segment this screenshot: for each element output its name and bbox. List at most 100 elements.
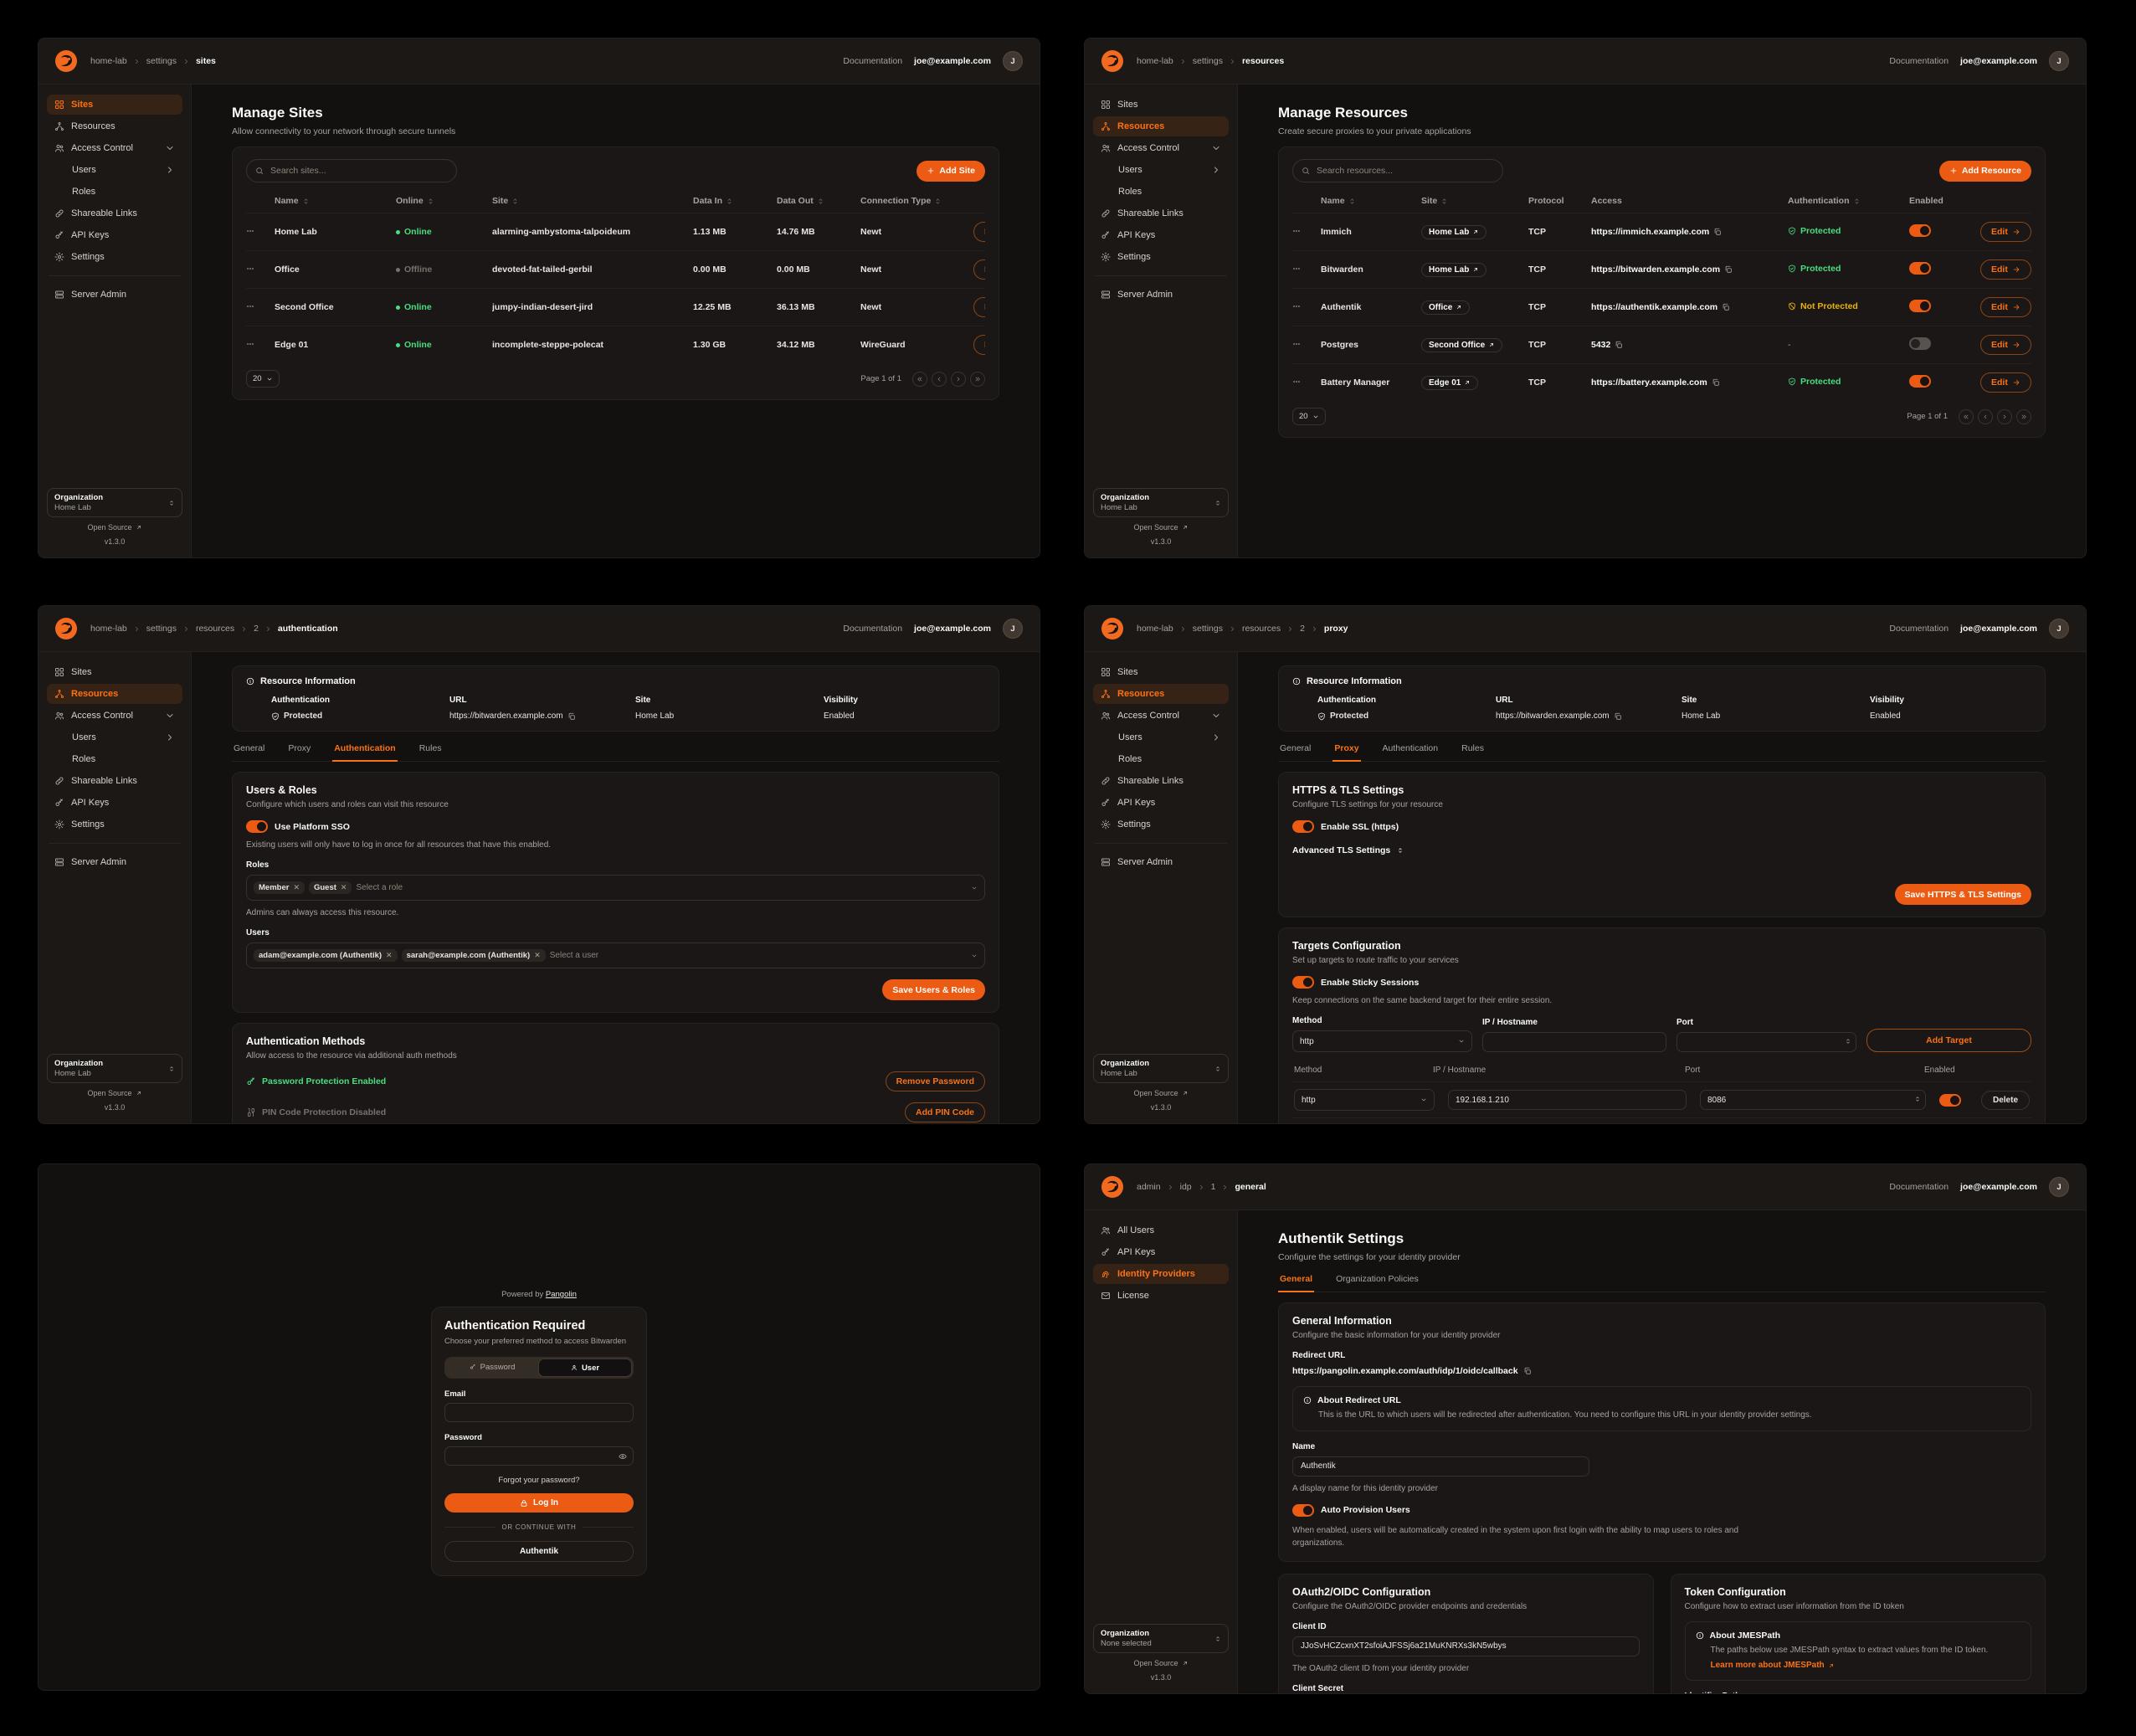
edit-button[interactable]: Edit — [973, 335, 985, 355]
add-resource-button[interactable]: Add Resource — [1938, 160, 2031, 182]
sidebar-item-roles[interactable]: Roles — [1118, 187, 1142, 197]
user-email[interactable]: joe@example.com — [1960, 56, 2037, 66]
open-source-link[interactable]: Open Source — [47, 1089, 182, 1097]
user-email[interactable]: joe@example.com — [1960, 1182, 2037, 1192]
sidebar-item-users[interactable]: Users — [47, 160, 182, 180]
sidebar-item-server-admin[interactable]: Server Admin — [1093, 285, 1229, 305]
site-link[interactable]: Second Office — [1421, 337, 1503, 352]
target-enabled-toggle[interactable] — [1939, 1093, 1961, 1107]
sidebar-item-server-admin[interactable]: Server Admin — [47, 852, 182, 872]
search-input[interactable] — [1315, 165, 1494, 177]
sidebar-item-shareable-links[interactable]: Shareable Links — [1093, 203, 1229, 223]
site-link[interactable]: Office — [1421, 300, 1471, 315]
auto-provision-toggle[interactable] — [1292, 1503, 1314, 1517]
delete-target-button[interactable]: Delete — [1980, 1090, 2030, 1110]
enabled-toggle[interactable] — [1909, 337, 1931, 350]
tab-general[interactable]: General — [1278, 1274, 1315, 1292]
tab-rules[interactable]: Rules — [418, 743, 442, 753]
enabled-toggle[interactable] — [1909, 300, 1931, 312]
breadcrumb-item[interactable]: 2 — [1300, 624, 1305, 634]
breadcrumb-item[interactable]: settings — [1192, 56, 1223, 66]
sidebar-item-access-control[interactable]: Access Control — [1093, 706, 1229, 726]
tab-user[interactable]: User — [538, 1358, 632, 1377]
copy-icon[interactable] — [1712, 378, 1720, 387]
documentation-link[interactable]: Documentation — [1889, 1182, 1949, 1192]
table-row[interactable]: Bitwarden Home Lab TCP https://bitwarden… — [1292, 250, 2031, 289]
sidebar-item-roles[interactable]: Roles — [72, 187, 96, 197]
table-row[interactable]: Home Lab Online alarming-ambystoma-talpo… — [246, 213, 985, 251]
sidebar-item-all-users[interactable]: All Users — [1093, 1220, 1229, 1240]
edit-button[interactable]: Edit — [1980, 222, 2031, 242]
remove-chip-icon[interactable]: ✕ — [293, 883, 300, 891]
last-page-button[interactable] — [970, 371, 985, 387]
sidebar-item-license[interactable]: License — [1093, 1286, 1229, 1306]
row-actions-button[interactable] — [1292, 378, 1301, 386]
idp-name-input[interactable] — [1292, 1456, 1589, 1477]
table-row[interactable]: Battery Manager Edge 01 TCP https://batt… — [1292, 363, 2031, 401]
first-page-button[interactable] — [912, 371, 927, 387]
breadcrumb-item[interactable]: 2 — [254, 624, 259, 634]
sidebar-item-sites[interactable]: Sites — [1093, 95, 1229, 115]
last-page-button[interactable] — [2016, 408, 2031, 424]
platform-sso-toggle[interactable] — [246, 820, 268, 833]
organization-picker[interactable]: Organization Home Lab — [47, 1054, 182, 1083]
pangolin-link[interactable]: Pangolin — [545, 1290, 577, 1299]
tab-proxy[interactable]: Proxy — [288, 743, 311, 753]
sidebar-item-access-control[interactable]: Access Control — [1093, 138, 1229, 158]
row-actions-button[interactable] — [1292, 227, 1301, 235]
save-users-roles-button[interactable]: Save Users & Roles — [882, 979, 985, 1000]
user-chip[interactable]: sarah@example.com (Authentik) ✕ — [401, 949, 546, 962]
breadcrumb-item[interactable]: home-lab — [90, 56, 127, 66]
sidebar-item-shareable-links[interactable]: Shareable Links — [47, 771, 182, 791]
row-actions-button[interactable] — [1292, 265, 1301, 273]
password-field[interactable] — [445, 1451, 633, 1461]
sidebar-item-sites[interactable]: Sites — [1093, 662, 1229, 682]
tab-password[interactable]: Password — [446, 1358, 538, 1375]
column-header-name[interactable]: Name — [275, 196, 391, 206]
breadcrumb-item[interactable]: home-lab — [90, 624, 127, 634]
organization-picker[interactable]: Organization Home Lab — [1093, 1054, 1229, 1083]
method-select[interactable]: http — [1294, 1089, 1435, 1111]
column-header-authentication[interactable]: Authentication — [1788, 196, 1904, 206]
row-actions-button[interactable] — [246, 302, 254, 311]
open-source-link[interactable]: Open Source — [1093, 1089, 1229, 1097]
sidebar-item-roles[interactable]: Roles — [1118, 754, 1142, 764]
row-actions-button[interactable] — [246, 265, 254, 273]
copy-icon[interactable] — [1523, 1367, 1532, 1375]
ip-hostname-input[interactable] — [1482, 1032, 1666, 1052]
breadcrumb-item[interactable]: settings — [146, 56, 177, 66]
column-header-site[interactable]: Site — [492, 196, 688, 206]
enabled-toggle[interactable] — [1909, 262, 1931, 275]
edit-button[interactable]: Edit — [1980, 372, 2031, 393]
sidebar-item-access-control[interactable]: Access Control — [47, 138, 182, 158]
breadcrumb-item[interactable]: admin — [1137, 1182, 1161, 1192]
sidebar-item-api-keys[interactable]: API Keys — [47, 793, 182, 813]
row-actions-button[interactable] — [1292, 340, 1301, 348]
sidebar-item-settings[interactable]: Settings — [47, 247, 182, 267]
edit-button[interactable]: Edit — [1980, 335, 2031, 355]
edit-button[interactable]: Edit — [973, 222, 985, 242]
sidebar-item-access-control[interactable]: Access Control — [47, 706, 182, 726]
roles-combobox[interactable]: Member ✕ Guest ✕ Select a role — [246, 875, 985, 901]
enabled-toggle[interactable] — [1909, 224, 1931, 237]
column-header-connection-type[interactable]: Connection Type — [860, 196, 968, 206]
tab-proxy[interactable]: Proxy — [1332, 743, 1361, 762]
remove-chip-icon[interactable]: ✕ — [534, 951, 541, 959]
sidebar-item-api-keys[interactable]: API Keys — [1093, 793, 1229, 813]
sidebar-item-settings[interactable]: Settings — [1093, 247, 1229, 267]
documentation-link[interactable]: Documentation — [1889, 56, 1949, 66]
page-size-select[interactable]: 20 — [1292, 408, 1326, 425]
prev-page-button[interactable] — [932, 371, 947, 387]
search-input[interactable] — [269, 165, 448, 177]
sidebar-item-users[interactable]: Users — [47, 727, 182, 747]
save-tls-settings-button[interactable]: Save HTTPS & TLS Settings — [1894, 884, 2031, 905]
row-actions-button[interactable] — [246, 227, 254, 235]
tab-general[interactable]: General — [1280, 743, 1312, 753]
sidebar-item-identity-providers[interactable]: Identity Providers — [1093, 1264, 1229, 1284]
enabled-toggle[interactable] — [1909, 375, 1931, 388]
breadcrumb-item[interactable]: home-lab — [1137, 624, 1173, 634]
copy-icon[interactable] — [1614, 712, 1622, 721]
site-link[interactable]: Home Lab — [1421, 224, 1487, 239]
sidebar-item-roles[interactable]: Roles — [72, 754, 96, 764]
edit-button[interactable]: Edit — [973, 297, 985, 317]
